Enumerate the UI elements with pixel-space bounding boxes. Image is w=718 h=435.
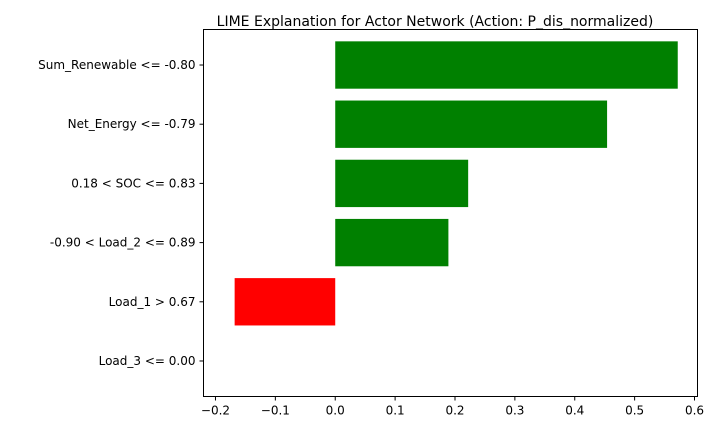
y-tick-label: -0.90 < Load_2 <= 0.89 bbox=[50, 236, 196, 250]
y-tick-label: Net_Energy <= -0.79 bbox=[68, 117, 196, 131]
y-tick-label: 0.18 < SOC <= 0.83 bbox=[71, 176, 195, 190]
x-tick-label: 0.4 bbox=[565, 404, 584, 418]
bar-4 bbox=[335, 218, 449, 267]
chart-title: LIME Explanation for Actor Network (Acti… bbox=[217, 14, 654, 30]
x-tick-label: 0.3 bbox=[505, 404, 524, 418]
bars-group bbox=[234, 41, 678, 326]
x-tick-label: 0.2 bbox=[445, 404, 464, 418]
x-tick-label: −0.2 bbox=[201, 404, 230, 418]
y-axis-ticks: Sum_Renewable <= -0.80 Net_Energy <= -0.7… bbox=[38, 58, 204, 368]
y-tick-label: Load_3 <= 0.00 bbox=[99, 354, 196, 368]
bar-2 bbox=[335, 100, 608, 148]
x-tick-label: 0.0 bbox=[326, 404, 345, 418]
x-axis-ticks: −0.2 −0.1 0.0 0.1 0.2 0.3 0.4 0.5 0.6 bbox=[201, 396, 704, 418]
y-tick-label: Load_1 > 0.67 bbox=[109, 295, 196, 309]
x-tick-label: −0.1 bbox=[261, 404, 290, 418]
bar-3 bbox=[335, 159, 469, 208]
y-tick-label: Sum_Renewable <= -0.80 bbox=[38, 58, 195, 72]
bar-5 bbox=[234, 278, 336, 326]
x-tick-label: 0.5 bbox=[625, 404, 644, 418]
x-tick-label: 0.1 bbox=[386, 404, 405, 418]
x-tick-label: 0.6 bbox=[685, 404, 704, 418]
bar-1 bbox=[335, 41, 678, 89]
plot-frame bbox=[203, 29, 698, 397]
